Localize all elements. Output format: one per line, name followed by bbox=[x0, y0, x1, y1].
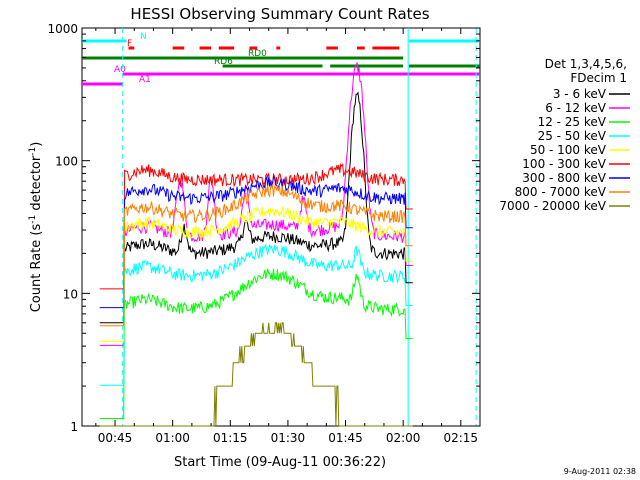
x-tick-label: 02:15 bbox=[443, 431, 478, 445]
legend-entry-label: 6 - 12 keV bbox=[545, 101, 607, 115]
legend-entry-label: 300 - 800 keV bbox=[522, 171, 606, 185]
x-tick-label: 00:45 bbox=[98, 431, 133, 445]
date-stamp: 9-Aug-2011 02:38 bbox=[564, 467, 636, 476]
flag-label-n: N bbox=[140, 32, 147, 42]
legend-entry-label: 800 - 7000 keV bbox=[515, 185, 607, 199]
legend-entry-label: 100 - 300 keV bbox=[522, 157, 606, 171]
flag-label-f: F bbox=[127, 39, 132, 49]
legend-header-line-2: FDecim 1 bbox=[570, 71, 627, 85]
legend-entry-label: 12 - 25 keV bbox=[538, 115, 607, 129]
series-line-1 bbox=[99, 62, 413, 346]
series-line-3 bbox=[99, 243, 413, 386]
series-line-4 bbox=[99, 206, 413, 342]
series-line-6 bbox=[99, 175, 413, 309]
series-line-5 bbox=[99, 162, 413, 290]
y-axis-label: Count Rate (s-1 detector-1) bbox=[28, 142, 44, 313]
x-tick-label: 01:30 bbox=[271, 431, 306, 445]
flag-label-rd6: RD6 bbox=[214, 57, 233, 67]
flag-label-a1: A1 bbox=[139, 75, 151, 85]
plot-frame bbox=[81, 27, 481, 427]
legend-header-line-1: Det 1,3,4,5,6, bbox=[545, 57, 627, 71]
axes-layer: 00:45 01:00 01:15 01:30 01:45 02:00 02:15 1 10 10… bbox=[47, 22, 481, 445]
x-tick-label: 01:15 bbox=[213, 431, 248, 445]
y-tick-label: 10 bbox=[63, 287, 78, 301]
series-layer bbox=[99, 62, 413, 427]
y-tick-label: 1 bbox=[70, 420, 78, 434]
series-line-2 bbox=[99, 268, 413, 419]
y-tick-label: 1000 bbox=[47, 22, 78, 36]
y-tick-label: 100 bbox=[55, 155, 78, 169]
x-axis-label: Start Time (09-Aug-11 00:36:22) bbox=[174, 455, 386, 470]
legend-entry-label: 7000 - 20000 keV bbox=[499, 199, 606, 213]
series-line-7 bbox=[99, 183, 413, 327]
x-tick-label: 01:00 bbox=[155, 431, 190, 445]
x-tick-label: 01:45 bbox=[328, 431, 363, 445]
chart-title: HESSI Observing Summary Count Rates bbox=[130, 5, 429, 23]
x-tick-label: 02:00 bbox=[386, 431, 421, 445]
flag-label-a0: A0 bbox=[114, 65, 126, 75]
series-line-8 bbox=[99, 322, 413, 427]
legend-entry-label: 50 - 100 keV bbox=[530, 143, 607, 157]
legend-entry-label: 3 - 6 keV bbox=[553, 87, 607, 101]
series-line-0 bbox=[99, 91, 413, 324]
flags-layer: NF RD0 RD6 A0 A1 bbox=[82, 28, 480, 426]
flag-label-rd0: RD0 bbox=[248, 49, 267, 59]
legend-entry-label: 25 - 50 keV bbox=[538, 129, 607, 143]
